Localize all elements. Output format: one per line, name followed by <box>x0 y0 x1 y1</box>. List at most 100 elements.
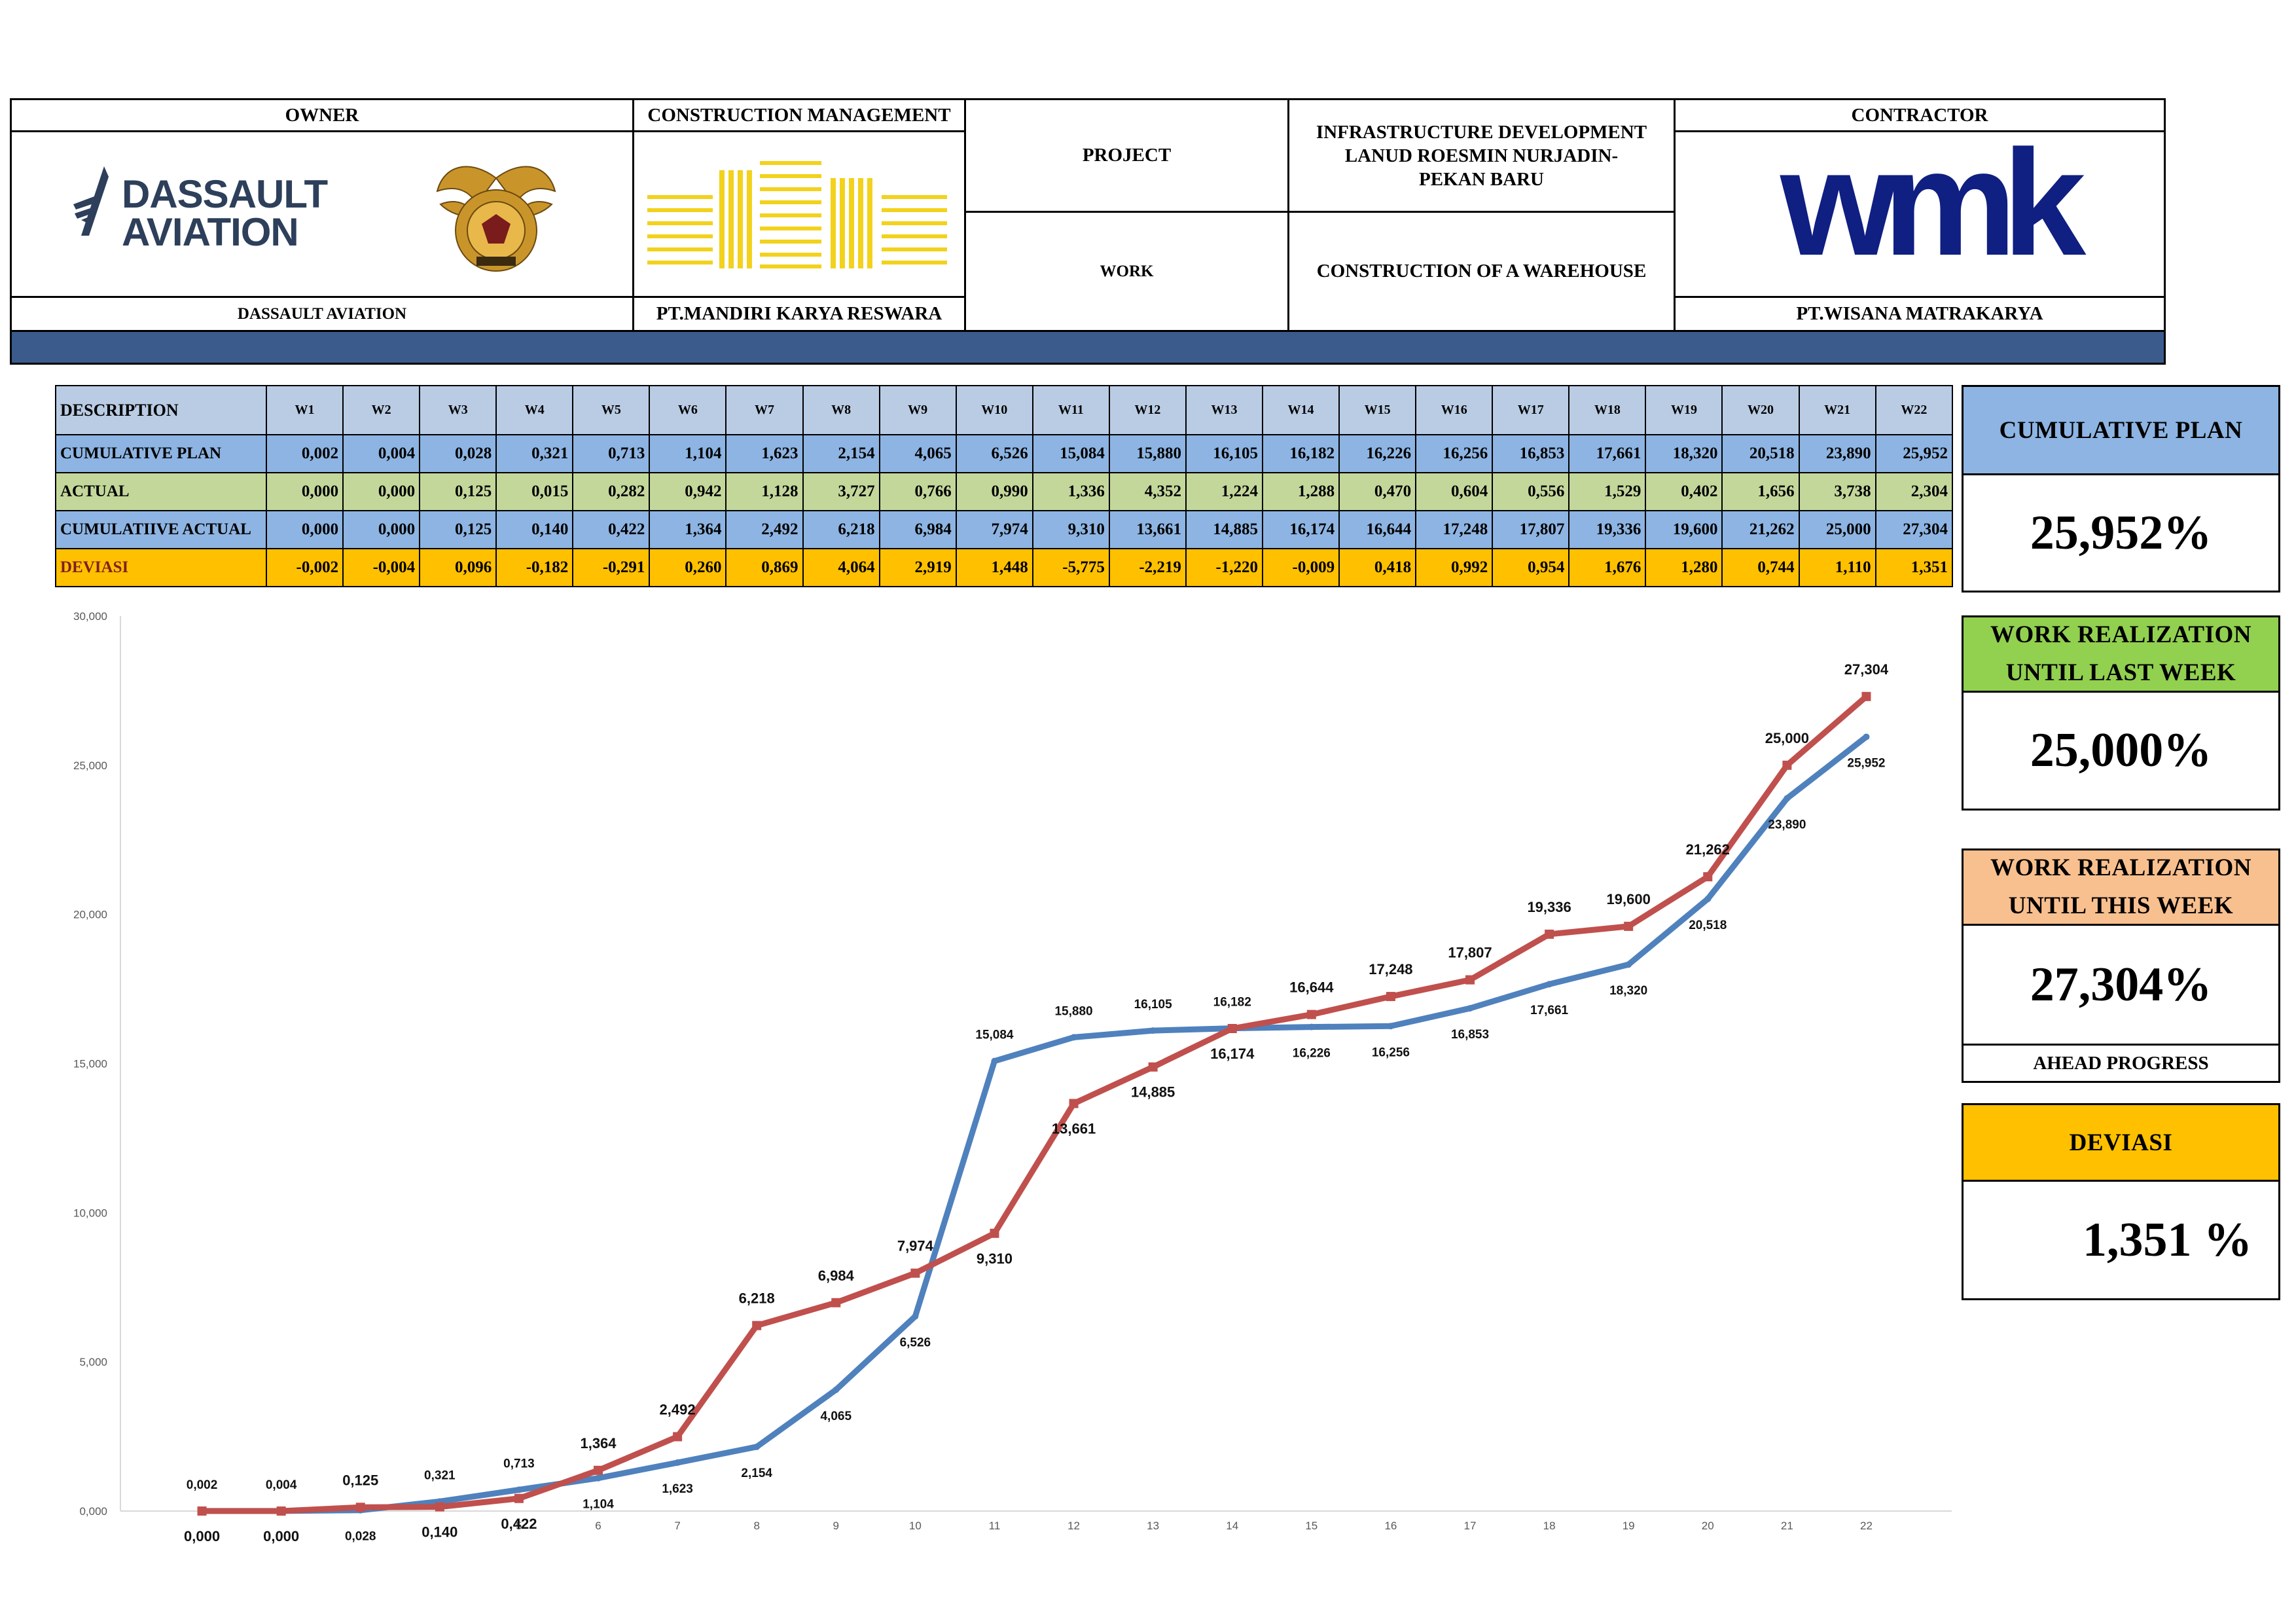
wmk-logo: wmk <box>1780 130 2086 287</box>
table-cell: 0,556 <box>1492 472 1570 511</box>
plan-data-label: 15,880 <box>1054 1004 1092 1018</box>
week-header-w20: W20 <box>1721 385 1800 435</box>
actual-data-label: 16,644 <box>1289 979 1334 996</box>
plan-data-label: 20,518 <box>1689 919 1727 932</box>
plan-data-label: 0,004 <box>266 1478 297 1492</box>
actual-data-point <box>1386 992 1395 1002</box>
table-cell: 1,110 <box>1798 548 1876 587</box>
week-header-w11: W11 <box>1031 385 1110 435</box>
actual-data-point <box>355 1503 365 1512</box>
y-tick-label: 30,000 <box>73 610 107 623</box>
actual-data-label: 1,364 <box>580 1435 617 1451</box>
actual-data-label: 0,140 <box>422 1524 457 1541</box>
table-cell: 2,492 <box>725 510 804 549</box>
table-cell: 0,422 <box>572 510 651 549</box>
week-header-w19: W19 <box>1645 385 1723 435</box>
this-week-title-line2: UNTIL THIS WEEK <box>2008 892 2234 919</box>
actual-data-point <box>752 1321 762 1330</box>
table-cell: -0,004 <box>342 548 421 587</box>
actual-data-point <box>990 1228 999 1238</box>
actual-data-point <box>910 1268 920 1278</box>
plan-data-label: 0,713 <box>503 1457 535 1471</box>
x-tick-label: 20 <box>1702 1520 1714 1532</box>
table-cell: 0,000 <box>342 472 421 511</box>
plan-data-point <box>674 1459 681 1467</box>
week-header-w12: W12 <box>1108 385 1187 435</box>
table-cell: 0,470 <box>1338 472 1417 511</box>
plan-data-label: 0,321 <box>424 1468 456 1482</box>
table-cell: 2,919 <box>878 548 957 587</box>
table-header-description: DESCRIPTION <box>55 385 267 435</box>
row-label-actual: ACTUAL <box>55 472 267 511</box>
table-cell: 4,352 <box>1108 472 1187 511</box>
table-row: CUMULATIIVE ACTUAL 0,000 0,000 0,125 0,140 0… <box>55 510 1954 549</box>
table-cell: 1,224 <box>1185 472 1264 511</box>
x-tick-label: 10 <box>909 1520 922 1532</box>
week-header-w5: W5 <box>572 385 651 435</box>
table-cell: 0,282 <box>572 472 651 511</box>
table-cell: 17,807 <box>1492 510 1570 549</box>
table-cell: 0,744 <box>1721 548 1800 587</box>
x-tick-label: 6 <box>595 1520 601 1532</box>
table-cell: 16,226 <box>1338 434 1417 473</box>
table-cell: -0,009 <box>1262 548 1340 587</box>
cm-name: PT.MANDIRI KARYA RESWARA <box>632 296 966 332</box>
plan-data-label: 25,952 <box>1847 756 1885 770</box>
plan-data-point <box>1070 1034 1077 1041</box>
table-cell: 0,000 <box>265 472 344 511</box>
deviasi-title: DEVIASI <box>1962 1103 2280 1182</box>
plan-data-point <box>1625 961 1632 968</box>
plan-data-label: 1,623 <box>662 1482 693 1496</box>
plan-data-point <box>833 1386 840 1393</box>
table-cell: 23,890 <box>1798 434 1876 473</box>
x-tick-label: 5 <box>516 1520 522 1532</box>
x-tick-label: 9 <box>833 1520 839 1532</box>
actual-data-point <box>831 1298 841 1307</box>
last-week-title: WORK REALIZATION UNTIL LAST WEEK <box>1962 615 2280 693</box>
table-cell: 15,084 <box>1031 434 1110 473</box>
actual-data-point <box>1227 1024 1237 1034</box>
actual-data-point <box>1465 975 1475 985</box>
progress-status: AHEAD PROGRESS <box>1962 1044 2280 1083</box>
plan-data-point <box>1149 1027 1157 1034</box>
actual-data-label: 17,807 <box>1448 945 1492 961</box>
table-cell: 0,321 <box>495 434 574 473</box>
plan-data-label: 17,661 <box>1530 1004 1569 1017</box>
actual-data-point <box>197 1506 207 1516</box>
table-cell: 2,304 <box>1874 472 1954 511</box>
actual-data-point <box>1148 1062 1158 1072</box>
table-cell: 16,105 <box>1185 434 1264 473</box>
table-cell: 1,364 <box>649 510 727 549</box>
actual-data-point <box>1861 691 1871 701</box>
table-cell: 9,310 <box>1031 510 1110 549</box>
table-cell: 7,974 <box>955 510 1033 549</box>
deviasi-value: 1,351 % <box>1962 1180 2280 1300</box>
table-cell: 0,418 <box>1338 548 1417 587</box>
row-label-cumulative-plan: CUMULATIVE PLAN <box>55 434 267 473</box>
x-tick-label: 14 <box>1226 1520 1238 1532</box>
x-tick-label: 17 <box>1464 1520 1477 1532</box>
actual-data-label: 0,000 <box>184 1528 220 1544</box>
table-cell: 19,336 <box>1568 510 1647 549</box>
table-cell: 1,656 <box>1721 472 1800 511</box>
actual-data-label: 13,661 <box>1052 1121 1096 1137</box>
table-cell: 1,676 <box>1568 548 1647 587</box>
table-cell: -2,219 <box>1108 548 1187 587</box>
table-cell: 0,766 <box>878 472 957 511</box>
actual-data-label: 2,492 <box>660 1401 696 1417</box>
x-tick-label: 19 <box>1623 1520 1635 1532</box>
table-cell: 0,713 <box>572 434 651 473</box>
actual-data-label: 6,218 <box>739 1290 775 1307</box>
week-header-w17: W17 <box>1492 385 1570 435</box>
contractor-label: CONTRACTOR <box>1674 98 2166 132</box>
table-cell: 19,600 <box>1645 510 1723 549</box>
y-tick-label: 10,000 <box>73 1207 107 1219</box>
actual-data-label: 0,422 <box>501 1516 537 1532</box>
plan-data-point <box>1467 1005 1473 1012</box>
table-cell: 0,402 <box>1645 472 1723 511</box>
table-cell: 4,065 <box>878 434 957 473</box>
owner-logo-area: DASSAULT AVIATION <box>10 130 634 298</box>
week-header-w3: W3 <box>419 385 497 435</box>
table-row: DEVIASI -0,002 -0,004 0,096 -0,182 -0,291 0,2… <box>55 548 1954 587</box>
this-week-value: 27,304% <box>1962 924 2280 1046</box>
